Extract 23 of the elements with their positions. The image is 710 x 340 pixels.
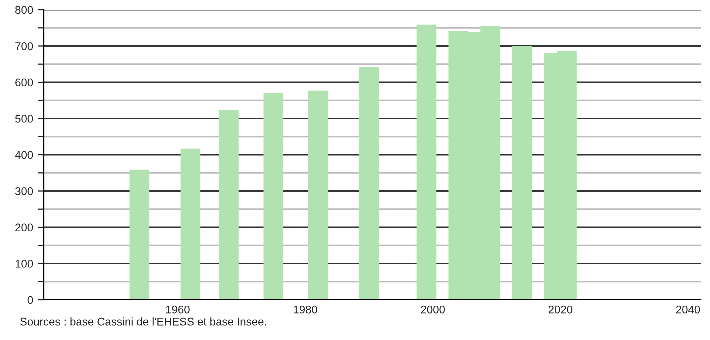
- bar: [219, 110, 239, 300]
- bar: [359, 67, 380, 300]
- bar: [264, 93, 284, 300]
- x-tick-label: 1960: [166, 306, 190, 314]
- bar: [308, 90, 328, 300]
- y-tick-label: 600: [16, 78, 34, 87]
- bar: [416, 24, 437, 300]
- y-tick-label: 500: [15, 115, 34, 123]
- bar: [512, 46, 532, 300]
- y-tick-label: 700: [16, 42, 34, 50]
- y-tick-label: 800: [16, 6, 34, 14]
- x-tick-label: 2040: [676, 306, 700, 314]
- x-tick-label: 2000: [421, 306, 446, 314]
- y-tick-label: 300: [15, 188, 34, 196]
- bar: [130, 170, 150, 300]
- x-tick-label: 1980: [294, 306, 318, 314]
- y-tick-label: 100: [16, 260, 34, 268]
- y-tick-label: 400: [15, 151, 34, 160]
- source-note: Sources : base Cassini de l'EHESS et base Insee.: [20, 318, 266, 326]
- x-tick-label: 2020: [548, 306, 573, 314]
- y-tick-label: 0: [28, 296, 34, 304]
- y-tick-label: 200: [16, 224, 34, 232]
- bar: [180, 148, 201, 300]
